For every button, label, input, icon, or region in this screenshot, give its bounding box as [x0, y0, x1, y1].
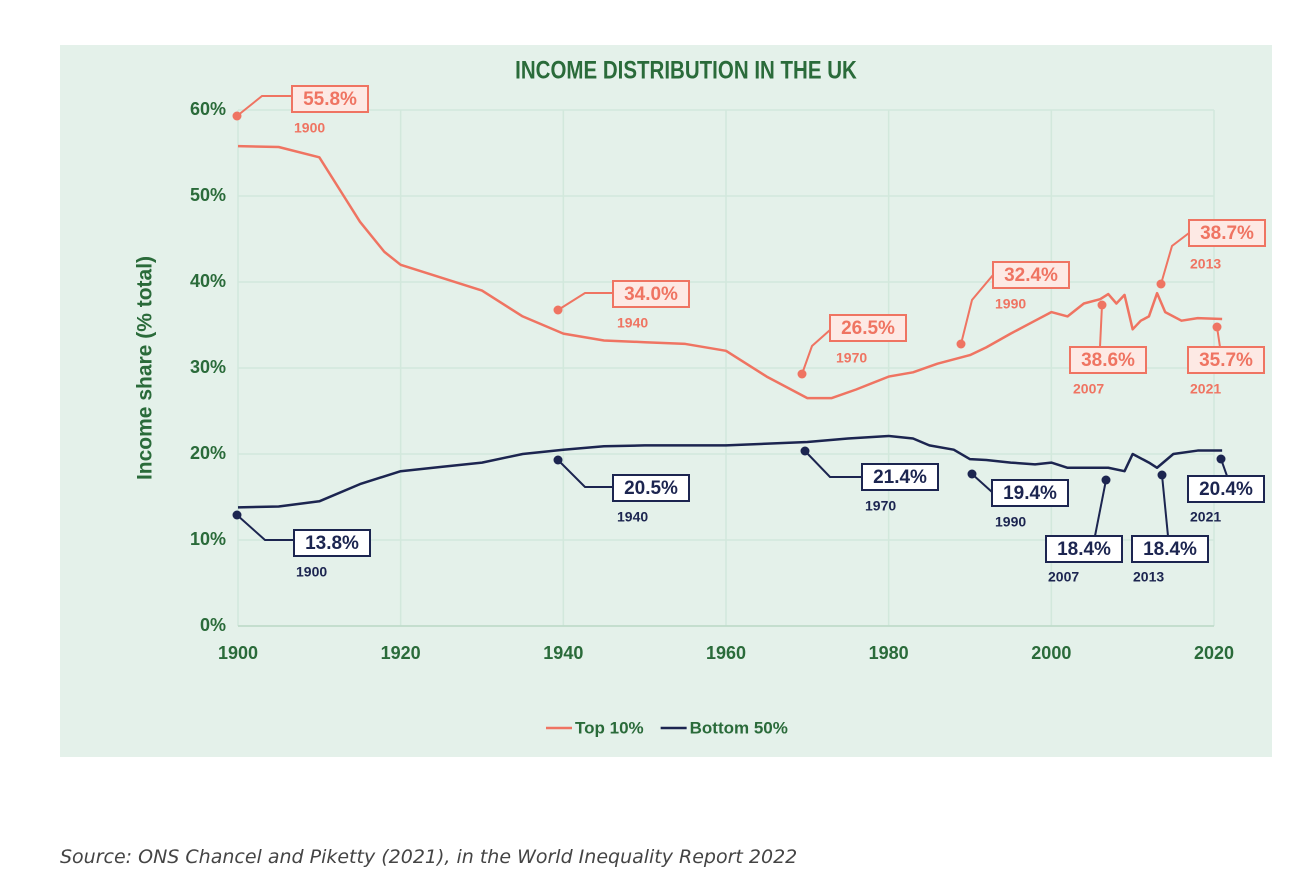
annotation-dot — [1097, 300, 1107, 310]
chart-panel — [60, 45, 1272, 757]
series-line — [237, 144, 1223, 400]
annotation-dot — [232, 510, 242, 520]
annotation-dot — [1212, 322, 1222, 332]
x-tick-label: 1980 — [869, 643, 909, 663]
y-tick-label: 40% — [190, 271, 226, 291]
annotation-dot — [553, 455, 563, 465]
annotation-dot — [232, 111, 242, 121]
annotation-year: 2013 — [1190, 256, 1221, 272]
series-line — [237, 434, 1223, 509]
annotation-leader — [236, 514, 294, 541]
annotation-box — [861, 463, 939, 491]
x-tick-label: 1960 — [706, 643, 746, 663]
annotation-leader — [1160, 232, 1190, 285]
x-tick-label: 1900 — [218, 643, 258, 663]
legend-label: Top 10% — [575, 718, 644, 737]
annotation-box — [829, 314, 907, 342]
annotation-box — [991, 479, 1069, 507]
annotation-box — [1131, 535, 1209, 563]
chart-title: INCOME DISTRIBUTION IN THE UK — [515, 56, 857, 84]
annotation-year: 2007 — [1048, 569, 1079, 585]
annotation-dot — [1101, 475, 1111, 485]
annotation-value: 19.4% — [1003, 483, 1057, 504]
annotation-box — [1188, 219, 1266, 247]
annotation-dot — [1216, 454, 1226, 464]
annotation-value: 55.8% — [303, 89, 357, 110]
x-tick-label: 2020 — [1194, 643, 1234, 663]
annotation-box — [293, 529, 371, 557]
y-tick-label: 10% — [190, 529, 226, 549]
annotation-value: 21.4% — [873, 467, 927, 488]
annotation-year: 1970 — [836, 350, 867, 366]
x-tick-label: 1920 — [381, 643, 421, 663]
annotation-year: 1970 — [865, 498, 896, 514]
y-tick-label: 50% — [190, 185, 226, 205]
annotation-value: 32.4% — [1004, 265, 1058, 286]
annotation-dot — [956, 339, 966, 349]
annotation-leader — [1161, 474, 1169, 537]
annotation-value: 18.4% — [1057, 539, 1111, 560]
annotation-year: 2007 — [1073, 381, 1104, 397]
y-tick-label: 30% — [190, 357, 226, 377]
annotation-leader — [1094, 479, 1107, 537]
annotation-year: 2021 — [1190, 381, 1221, 397]
x-tick-label: 2000 — [1031, 643, 1071, 663]
y-tick-label: 20% — [190, 443, 226, 463]
annotation-box — [612, 280, 690, 308]
y-tick-label: 60% — [190, 99, 226, 119]
annotation-value: 20.5% — [624, 478, 678, 499]
annotation-box — [1069, 346, 1147, 374]
annotation-box — [992, 261, 1070, 289]
x-tick-label: 1940 — [543, 643, 583, 663]
legend-label: Bottom 50% — [690, 718, 788, 737]
annotation-leader — [1099, 304, 1103, 348]
annotation-value: 38.7% — [1200, 223, 1254, 244]
annotation-box — [291, 85, 369, 113]
annotation-value: 20.4% — [1199, 479, 1253, 500]
annotation-year: 1900 — [296, 564, 327, 580]
annotation-year: 1990 — [995, 296, 1026, 312]
annotation-dot — [1157, 470, 1167, 480]
annotation-leader — [557, 459, 613, 488]
annotation-leader — [960, 274, 994, 345]
annotation-value: 38.6% — [1081, 350, 1135, 371]
y-tick-label: 0% — [200, 615, 226, 635]
annotation-dot — [967, 469, 977, 479]
annotation-value: 34.0% — [624, 284, 678, 305]
annotation-leader — [236, 95, 292, 117]
annotation-year: 1900 — [294, 120, 325, 136]
annotation-dot — [1156, 279, 1166, 289]
annotation-leader — [801, 329, 831, 375]
annotation-value: 26.5% — [841, 318, 895, 339]
annotation-year: 1940 — [617, 509, 648, 525]
annotation-value: 35.7% — [1199, 350, 1253, 371]
annotation-leader — [804, 450, 862, 478]
annotation-box — [1187, 475, 1265, 503]
source: Source: ONS Chancel and Piketty (2021), … — [60, 846, 798, 868]
annotation-dot — [800, 446, 810, 456]
annotation-dot — [553, 305, 563, 315]
annotation-value: 18.4% — [1143, 539, 1197, 560]
annotation-year: 2021 — [1190, 509, 1221, 525]
annotation-year: 2013 — [1133, 569, 1164, 585]
annotation-box — [612, 474, 690, 502]
annotation-year: 1940 — [617, 315, 648, 331]
y-axis-label: Income share (% total) — [134, 256, 157, 480]
annotation-dot — [797, 369, 807, 379]
annotation-year: 1990 — [995, 514, 1026, 530]
annotation-box — [1187, 346, 1265, 374]
annotation-leader — [557, 292, 613, 311]
annotation-value: 13.8% — [305, 533, 359, 554]
annotation-box — [1045, 535, 1123, 563]
